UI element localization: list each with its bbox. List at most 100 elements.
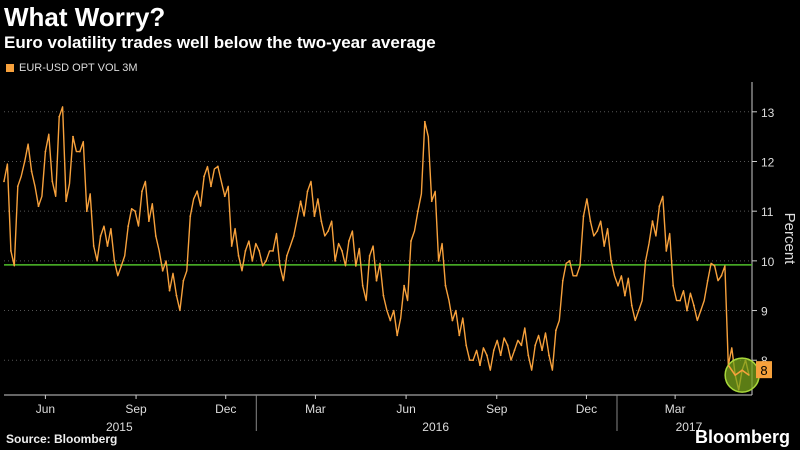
data-point-87	[603, 245, 606, 247]
data-point-92	[637, 309, 640, 312]
data-point-55	[382, 294, 385, 297]
data-point-71	[492, 349, 495, 352]
data-point-94	[651, 220, 654, 223]
data-point-82	[568, 259, 571, 262]
data-point-0	[3, 180, 5, 183]
data-point-70	[485, 354, 488, 357]
data-point-46	[320, 220, 323, 223]
data-point-42	[292, 235, 295, 237]
data-point-47	[327, 230, 330, 232]
data-point-96	[665, 250, 668, 252]
data-point-27	[189, 215, 192, 218]
year-label-2: 2017	[676, 420, 703, 434]
brand-logo: Bloomberg	[694, 427, 790, 447]
data-point-91	[630, 304, 633, 307]
data-point-72	[499, 354, 502, 357]
data-point-49	[341, 250, 343, 252]
data-point-90	[623, 294, 626, 297]
data-point-57	[396, 334, 399, 337]
data-point-99	[686, 309, 688, 312]
data-point-54	[375, 279, 378, 282]
data-point-104	[720, 274, 723, 277]
data-point-93	[644, 259, 647, 262]
data-point-52	[361, 284, 364, 287]
x-tick-label-1: Sep	[125, 402, 147, 416]
data-point-79	[548, 354, 550, 357]
data-point-23	[161, 269, 164, 272]
data-point-81	[561, 279, 564, 282]
data-point-33	[230, 245, 233, 247]
x-tick-label-5: Sep	[486, 402, 508, 416]
data-point-88	[610, 259, 612, 262]
series-line-tail	[727, 364, 750, 377]
data-point-100	[692, 304, 695, 307]
data-point-78	[541, 349, 543, 352]
data-point-85	[589, 220, 592, 223]
data-point-102	[706, 279, 709, 282]
source-note: Source: Bloomberg	[6, 432, 118, 446]
y-tick-label-12: 12	[761, 155, 775, 169]
data-point-51	[354, 264, 357, 267]
data-point-9	[65, 200, 67, 203]
last-value-box	[756, 361, 772, 379]
data-point-41	[285, 254, 288, 257]
data-point-64	[444, 284, 447, 287]
x-tick-label-3: Mar	[305, 402, 326, 416]
data-point-17	[120, 264, 123, 267]
data-point-63	[437, 259, 440, 262]
data-point-36	[251, 259, 254, 262]
data-point-83	[575, 274, 578, 277]
data-point-75	[520, 344, 523, 347]
data-point-26	[182, 279, 185, 282]
legend-swatch	[6, 64, 14, 72]
chart-subtitle: Euro volatility trades well below the tw…	[4, 33, 436, 52]
data-point-89	[617, 284, 619, 287]
x-tick-label-6: Dec	[576, 402, 597, 416]
data-point-66	[458, 334, 461, 337]
data-point-73	[506, 344, 509, 347]
y-tick-label-11: 11	[761, 205, 774, 219]
series-line-eur-usd-vol	[3, 106, 750, 391]
data-point-20	[141, 190, 143, 193]
chart-title: What Worry?	[4, 2, 166, 32]
data-point-19	[134, 210, 136, 213]
data-point-16	[113, 259, 116, 262]
data-point-45	[313, 215, 316, 218]
data-point-74	[513, 349, 516, 352]
x-tick-label-0: Jun	[36, 402, 55, 416]
data-point-12	[85, 210, 88, 213]
year-label-1: 2016	[422, 420, 449, 434]
data-point-53	[368, 254, 371, 257]
data-point-11	[78, 150, 81, 153]
data-point-97	[672, 284, 675, 287]
data-point-44	[306, 190, 309, 193]
data-point-6	[44, 150, 47, 153]
data-point-101	[699, 309, 702, 312]
year-label-0: 2015	[106, 420, 133, 434]
data-point-14	[99, 235, 102, 237]
data-point-68	[472, 359, 475, 362]
data-point-40	[279, 264, 281, 267]
legend: EUR-USD OPT VOL 3M	[6, 62, 138, 74]
data-point-31	[216, 165, 219, 168]
data-point-2	[16, 185, 19, 188]
data-point-30	[210, 185, 212, 188]
data-point-69	[479, 364, 481, 367]
data-point-3	[23, 160, 26, 163]
data-point-32	[223, 195, 226, 198]
y-tick-label-13: 13	[761, 106, 775, 120]
data-point-29	[203, 175, 205, 178]
data-point-4	[30, 170, 33, 173]
data-point-15	[106, 245, 109, 247]
data-point-18	[127, 225, 130, 227]
data-point-10	[72, 135, 74, 138]
data-point-80	[554, 329, 557, 332]
data-point-60	[417, 210, 419, 213]
data-point-98	[679, 299, 681, 302]
x-tick-label-2: Dec	[215, 402, 236, 416]
data-point-13	[92, 245, 95, 247]
data-point-76	[527, 354, 530, 357]
data-point-7	[51, 180, 54, 183]
data-point-67	[465, 344, 468, 347]
